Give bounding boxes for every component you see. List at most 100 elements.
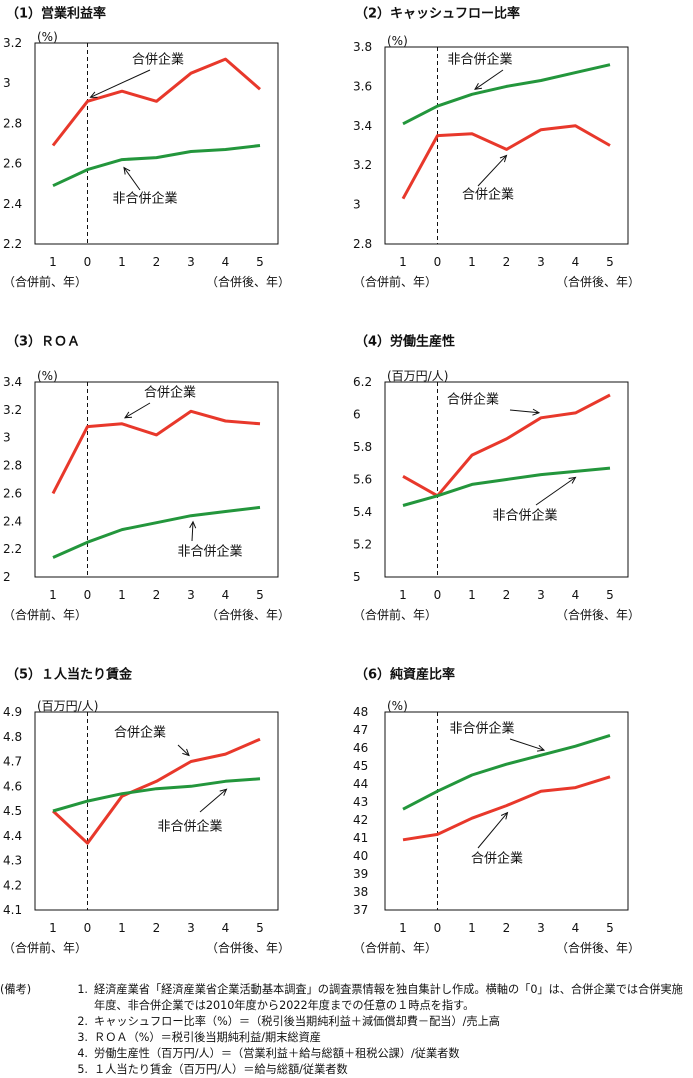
y-tick-label: 48 [353,705,368,719]
x-tick-label: 0 [434,921,442,935]
x-tick-label: 5 [256,255,264,269]
x-tick-label: 1 [468,255,476,269]
x-axis-label-after: （合併後、年） [556,607,640,622]
y-tick-label: 6 [353,408,361,422]
chart-title: （5）１人当たり賃金 [6,667,133,683]
y-tick-label: 4.1 [3,903,22,917]
x-tick-label: 1 [399,588,407,602]
note-number: 1. [60,982,94,1014]
series-line-non-merged [403,735,610,809]
unit-label: (%) [37,369,58,383]
annotation-arrowhead [475,83,482,89]
x-tick-label: 0 [84,588,92,602]
series-line-non-merged [403,65,610,124]
annotation-arrow [475,70,503,89]
series-label-merged: 合併企業 [447,392,499,408]
series-line-merged [53,411,260,493]
y-tick-label: 43 [353,795,368,809]
y-tick-label: 3.6 [353,79,372,93]
x-tick-label: 3 [537,255,545,269]
x-tick-label: 3 [537,921,545,935]
series-line-non-merged [53,779,260,811]
x-tick-label: 1 [399,255,407,269]
y-tick-label: 4.4 [3,829,22,843]
x-tick-label: 2 [153,255,161,269]
x-tick-label: 1 [118,255,126,269]
y-tick-label: 42 [353,813,368,827]
series-line-merged [403,777,610,840]
series-line-non-merged [403,468,610,505]
x-axis-label-before: （合併前、年） [3,274,87,289]
y-tick-label: 2.6 [3,486,22,500]
x-tick-label: 0 [434,255,442,269]
note-number: 3. [60,1030,94,1046]
x-tick-label: 1 [49,255,57,269]
x-tick-label: 3 [187,588,195,602]
notes: (備考) 1. 経済産業省「経済産業省企業活動基本調査」の調査票情報を独自集計し… [0,982,690,1078]
note-text: 労働生産性（百万円/人）＝（営業利益＋給与総額＋租税公課）/従業者数 [94,1046,690,1062]
x-tick-label: 4 [572,255,580,269]
series-label-non-merged: 非合併企業 [177,544,242,560]
x-tick-label: 2 [503,588,511,602]
x-axis-label-after: （合併後、年） [206,274,290,289]
x-axis-label-before: （合併前、年） [3,607,87,622]
x-tick-label: 1 [118,588,126,602]
y-tick-label: 2 [3,570,11,584]
y-tick-label: 4.6 [3,779,22,793]
x-axis-label-after: （合併後、年） [206,940,290,955]
plot-frame [385,47,628,244]
series-label-merged: 合併企業 [144,385,196,401]
note-row-4: 4. 労働生産性（百万円/人）＝（営業利益＋給与総額＋租税公課）/従業者数 [0,1046,690,1062]
x-tick-label: 3 [187,255,195,269]
annotation-arrow [510,739,544,750]
y-tick-label: 3.8 [353,40,372,54]
y-tick-label: 2.6 [3,157,22,171]
x-axis-label-after: （合併後、年） [556,940,640,955]
y-tick-label: 2.8 [353,237,372,251]
note-text: キャッシュフロー比率（%）＝（税引後当期純利益＋減価償却費－配当）/売上高 [94,1014,690,1030]
chart-title: （1）営業利益率 [6,6,106,22]
y-tick-label: 2.4 [3,197,22,211]
y-tick-label: 4.7 [3,755,22,769]
series-label-merged: 合併企業 [462,187,514,203]
y-tick-label: 4.5 [3,804,22,818]
y-tick-label: 40 [353,849,368,863]
y-tick-label: 6.2 [353,375,372,389]
note-row-5: 5. １人当たり賃金（百万円/人）＝給与総額/従業者数 [0,1062,690,1078]
y-tick-label: 45 [353,759,368,773]
note-number: 5. [60,1062,94,1078]
y-tick-label: 2.8 [3,116,22,130]
y-tick-label: 2.4 [3,514,22,528]
annotation-arrowhead [125,412,132,418]
x-tick-label: 5 [606,255,614,269]
y-tick-label: 47 [353,723,368,737]
note-text: ＲＯＡ（%）＝税引後当期純利益/期末総資産 [94,1030,690,1046]
series-label-merged: 合併企業 [132,52,184,68]
x-tick-label: 1 [468,921,476,935]
x-tick-label: 1 [399,921,407,935]
note-row-3: 3. ＲＯＡ（%）＝税引後当期純利益/期末総資産 [0,1030,690,1046]
x-tick-label: 0 [434,588,442,602]
note-row-2: 2. キャッシュフロー比率（%）＝（税引後当期純利益＋減価償却費－配当）/売上高 [0,1014,690,1030]
plot-frame [35,712,278,910]
y-tick-label: 3.2 [353,158,372,172]
unit-label: (%) [387,699,408,713]
y-tick-label: 3.4 [353,119,372,133]
y-tick-label: 38 [353,885,368,899]
x-axis-label-before: （合併前、年） [353,274,437,289]
x-tick-label: 4 [222,255,230,269]
x-tick-label: 4 [572,588,580,602]
unit-label: (%) [37,30,58,44]
y-tick-label: 4.9 [3,705,22,719]
y-tick-label: 3.2 [3,36,22,50]
x-tick-label: 4 [222,588,230,602]
annotation-arrow [192,522,193,541]
y-tick-label: 41 [353,831,368,845]
x-axis-label-before: （合併前、年） [353,940,437,955]
x-axis-label-before: （合併前、年） [353,607,437,622]
